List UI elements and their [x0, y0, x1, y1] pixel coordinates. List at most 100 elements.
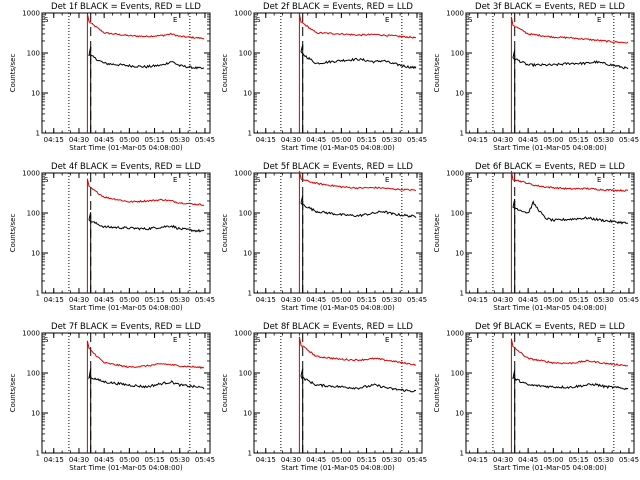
plot-frame [41, 172, 211, 294]
x-tick-label: 04:45 [306, 136, 326, 144]
x-tick-label: 04:45 [306, 456, 326, 464]
x-tick-label: 05:30 [594, 456, 614, 464]
x-tick-label: 05:15 [144, 136, 164, 144]
chart-panel-5: Det 5f BLACK = Events, RED = LLD 1 10 100 10… [221, 162, 427, 312]
y-axis-label: Counts/sec [9, 214, 17, 253]
chart-title: Det 6f BLACK = Events, RED = LLD [475, 162, 625, 172]
series-events-line [300, 195, 417, 293]
chart-panel-7: Det 7f BLACK = Events, RED = LLD 1 10 100 10… [9, 322, 215, 472]
series-lld-line [298, 170, 417, 293]
y-tick-label: 10 [243, 90, 252, 98]
chart-title: Det 3f BLACK = Events, RED = LLD [475, 2, 625, 12]
series-events-line [300, 368, 417, 453]
chart-panel-8: Det 8f BLACK = Events, RED = LLD 1 10 100 10… [221, 322, 427, 472]
chart-panel-4: Det 4f BLACK = Events, RED = LLD 1 10 100 10… [9, 162, 215, 312]
series-lld-line [510, 338, 629, 453]
end-marker: E [385, 176, 389, 184]
x-tick-label: 04:30 [281, 296, 301, 304]
x-tick-label: 05:45 [619, 456, 639, 464]
y-tick-label: 100 [451, 210, 464, 218]
start-marker: S [44, 176, 49, 184]
end-marker: E [173, 176, 177, 184]
x-tick-label: 05:15 [356, 136, 376, 144]
x-tick-label: 04:45 [94, 456, 114, 464]
y-tick-label: 100 [239, 370, 252, 378]
x-tick-label: 05:45 [195, 296, 215, 304]
start-marker: S [468, 176, 473, 184]
x-tick-label: 04:45 [94, 136, 114, 144]
y-tick-label: 1000 [22, 170, 40, 178]
x-tick-label: 04:15 [468, 296, 488, 304]
series-lld-line [510, 170, 629, 293]
y-tick-label: 1 [36, 450, 40, 458]
series-events-line [88, 212, 205, 293]
x-axis-label: Start Time (01-Mar-05 04:08:00) [69, 144, 183, 152]
y-tick-label: 10 [455, 410, 464, 418]
plot-frame [41, 12, 211, 134]
x-tick-label: 05:30 [170, 456, 190, 464]
x-tick-label: 05:00 [331, 136, 351, 144]
x-axis-label: Start Time (01-Mar-05 04:08:00) [69, 464, 183, 472]
start-marker: S [256, 176, 261, 184]
x-tick-label: 04:45 [518, 136, 538, 144]
x-tick-label: 04:30 [69, 136, 89, 144]
y-tick-label: 100 [27, 370, 40, 378]
x-tick-label: 05:00 [543, 456, 563, 464]
x-tick-label: 05:15 [144, 296, 164, 304]
plot-frame [41, 332, 211, 454]
x-tick-label: 05:00 [119, 296, 139, 304]
x-tick-label: 04:30 [69, 456, 89, 464]
x-tick-label: 05:15 [568, 296, 588, 304]
chart-panel-2: Det 2f BLACK = Events, RED = LLD 1 10 100 10… [221, 2, 427, 152]
y-axis-label: Counts/sec [9, 374, 17, 413]
end-marker: E [597, 336, 601, 344]
x-tick-label: 04:45 [94, 296, 114, 304]
x-tick-label: 04:30 [69, 296, 89, 304]
y-tick-label: 1000 [446, 330, 464, 338]
x-tick-label: 05:00 [543, 136, 563, 144]
series-events-line [88, 46, 205, 133]
series-lld-line [86, 13, 205, 133]
chart-panel-6: Det 6f BLACK = Events, RED = LLD 1 10 100 10… [433, 162, 639, 312]
start-marker: S [44, 16, 49, 24]
x-tick-label: 04:30 [281, 456, 301, 464]
end-marker: E [173, 336, 177, 344]
y-tick-label: 1 [248, 290, 252, 298]
y-axis-label: Counts/sec [221, 374, 229, 413]
y-tick-label: 10 [455, 90, 464, 98]
y-tick-label: 1000 [234, 170, 252, 178]
chart-panel-1: Det 1f BLACK = Events, RED = LLD 1 10 100 10… [9, 2, 215, 152]
x-tick-label: 05:15 [356, 456, 376, 464]
x-tick-label: 04:45 [518, 296, 538, 304]
x-tick-label: 04:30 [493, 456, 513, 464]
plot-frame [465, 12, 635, 134]
end-marker: E [385, 16, 389, 24]
y-tick-label: 1 [460, 450, 464, 458]
y-tick-label: 10 [31, 90, 40, 98]
chart-title: Det 2f BLACK = Events, RED = LLD [263, 2, 413, 12]
x-axis-label: Start Time (01-Mar-05 04:08:00) [281, 144, 395, 152]
series-events-line [512, 49, 629, 133]
y-tick-label: 1000 [446, 170, 464, 178]
x-tick-label: 05:00 [543, 296, 563, 304]
start-marker: S [256, 16, 261, 24]
chart-title: Det 1f BLACK = Events, RED = LLD [51, 2, 201, 12]
y-tick-label: 100 [239, 50, 252, 58]
series-lld-line [86, 340, 205, 453]
x-tick-label: 04:45 [518, 456, 538, 464]
x-tick-label: 04:15 [256, 296, 276, 304]
x-tick-label: 04:15 [44, 456, 64, 464]
series-lld-line [510, 16, 629, 133]
x-tick-label: 04:15 [468, 456, 488, 464]
y-tick-label: 1 [36, 130, 40, 138]
series-events-line [88, 368, 205, 453]
x-tick-label: 05:00 [119, 136, 139, 144]
y-axis-label: Counts/sec [9, 54, 17, 93]
x-tick-label: 04:15 [468, 136, 488, 144]
chart-title: Det 8f BLACK = Events, RED = LLD [263, 322, 413, 332]
y-axis-label: Counts/sec [433, 214, 441, 253]
y-tick-label: 1 [460, 130, 464, 138]
x-tick-label: 05:45 [195, 456, 215, 464]
x-tick-label: 05:00 [331, 296, 351, 304]
